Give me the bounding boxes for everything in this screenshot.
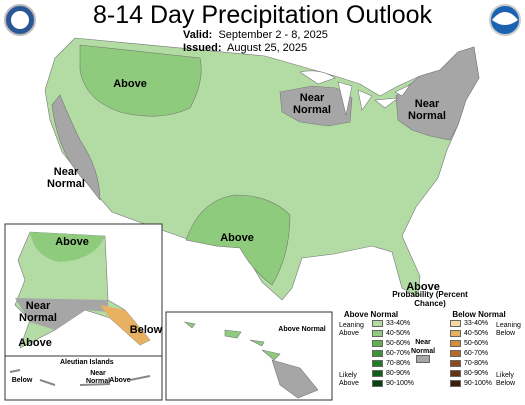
legend-swatch	[372, 370, 383, 377]
valid-label: Valid:	[183, 29, 213, 41]
legend-swatch-near	[416, 355, 430, 363]
issued: Issued: August 25, 2025	[183, 42, 307, 54]
legend-label: 33-40%	[386, 320, 411, 327]
valid: Valid: September 2 - 8, 2025	[183, 29, 328, 41]
legend-swatch	[372, 380, 383, 387]
legend-swatch	[372, 330, 383, 337]
legend-label: 40-50%	[386, 330, 411, 337]
map-label: Above	[109, 377, 131, 384]
aleutian-islands	[9, 369, 151, 386]
map-label: Above Normal	[278, 326, 326, 333]
legend-label: 50-60%	[386, 340, 411, 347]
legend-swatch	[450, 350, 461, 357]
legend-swatch	[372, 360, 383, 367]
conus	[44, 37, 480, 301]
alaska-near	[15, 298, 108, 330]
likely-below: Likely Below	[496, 372, 516, 387]
legend-label: 33-40%	[464, 320, 489, 327]
near-normal-lakes	[279, 85, 353, 127]
valid-date: September 2 - 8, 2025	[218, 29, 328, 41]
near-normal-northeast	[395, 46, 480, 141]
great-lakes	[299, 70, 411, 116]
near-normal-west	[51, 94, 101, 201]
legend-label: 80-90%	[464, 370, 489, 377]
title: 8-14 Day Precipitation Outlook	[92, 1, 433, 29]
inset-title: Aleutian Islands	[60, 359, 114, 366]
legend-label: 70-80%	[386, 360, 411, 367]
legend-label: 60-70%	[464, 350, 489, 357]
legend-swatch	[450, 380, 461, 387]
map-label: Near Normal	[408, 98, 446, 122]
legend-swatch	[372, 350, 383, 357]
legend-label: 70-80%	[464, 360, 489, 367]
doc-logo-inner	[11, 11, 29, 29]
legend-swatch	[450, 370, 461, 377]
legend-label: 40-50%	[464, 330, 489, 337]
above-heading: Above Normal	[343, 310, 399, 319]
map-label: Above	[55, 236, 89, 248]
hawaii-big-island	[271, 359, 319, 399]
map-label: Below	[129, 324, 163, 336]
legend-swatch	[372, 340, 383, 347]
alaska-above	[30, 232, 105, 262]
issued-label: Issued:	[183, 42, 222, 54]
legend-swatch	[450, 320, 461, 327]
legend-label: 80-90%	[386, 370, 411, 377]
below-heading: Below Normal	[452, 310, 506, 319]
map-label: Near Normal	[85, 370, 111, 385]
legend-label: 60-70%	[386, 350, 411, 357]
legend-label: 90-100%	[386, 380, 415, 387]
legend-swatch	[450, 340, 461, 347]
legend-label: 50-60%	[464, 340, 489, 347]
likely-above: Likely Above	[339, 372, 359, 387]
map-label: Near Normal	[293, 92, 331, 116]
leaning-below: Leaning Below	[496, 322, 521, 337]
near-heading: Near Normal	[410, 339, 436, 355]
legend-label: 90-100%	[464, 380, 493, 387]
noaa-logo-bird	[492, 12, 518, 25]
map-label: Near Normal	[19, 300, 57, 324]
map-label: Above	[406, 281, 440, 293]
legend-swatch	[372, 320, 383, 327]
above-area-northwest	[79, 44, 202, 117]
map-label: Above	[18, 337, 52, 349]
hawaii-islands	[183, 321, 281, 361]
legend-swatch	[450, 330, 461, 337]
legend-title: Probability (Percent Chance)	[392, 290, 468, 308]
map-label: Above	[113, 78, 147, 90]
alaska-below	[100, 305, 150, 345]
issued-date: August 25, 2025	[227, 42, 308, 54]
map-label: Below	[11, 377, 33, 384]
map-label: Above	[220, 232, 254, 244]
legend-swatch	[450, 360, 461, 367]
map-label: Near Normal	[47, 166, 85, 190]
above-area-texas	[185, 194, 291, 286]
leaning-above: Leaning Above	[339, 322, 364, 337]
